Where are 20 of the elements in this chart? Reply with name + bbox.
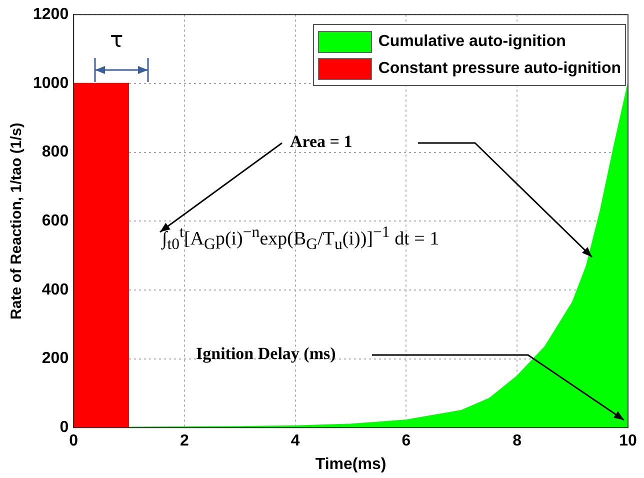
- y-tick-label: 200: [42, 350, 69, 368]
- y-tick-label: 800: [42, 144, 69, 161]
- annotation: Area = 1: [290, 132, 352, 152]
- x-tick-label: 8: [512, 432, 522, 450]
- y-tick-label: 1200: [33, 6, 69, 24]
- y-tick-label: 0: [60, 419, 69, 436]
- x-tick-label: 10: [619, 432, 637, 450]
- x-axis-title: Time(ms): [315, 456, 386, 473]
- y-axis-title: Rate of Reaction, 1/tao (1/s): [8, 122, 26, 320]
- y-tick-label: 400: [42, 281, 69, 298]
- y-tick-label: 600: [42, 212, 69, 230]
- x-tick-label: 6: [402, 432, 411, 450]
- x-tick-label: 2: [180, 432, 190, 450]
- legend-label: Constant pressure auto-ignition: [378, 60, 621, 78]
- text: ∫$_{t0}$$^{t}$[A$_{G}$p(i)$^{−n}$exp(B$_{G}$/T$_{u}$(i))]$^{−1}$ dt = 1: [162, 224, 440, 254]
- y-tick-label: 1000: [33, 74, 69, 92]
- legend-label: Cumulative auto-ignition: [378, 32, 566, 50]
- annotation: τ: [110, 28, 124, 53]
- annotation: Ignition Delay (ms): [196, 344, 336, 364]
- x-tick-label: 4: [290, 432, 300, 450]
